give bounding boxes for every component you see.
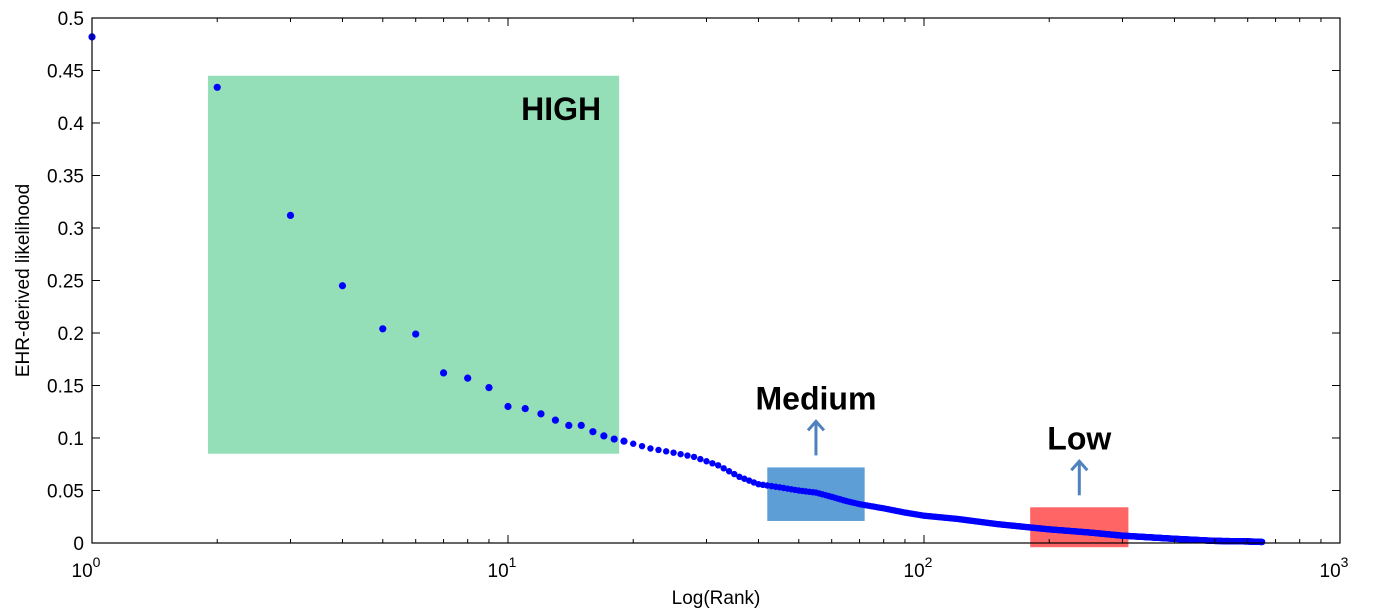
axis-ticks: 0 0.05 0.1 0.15 0.2 0.25 0.3 0.35 0.4 0.45 0.5 100 1… [47,9,1349,582]
y-tick-label: 0.5 [58,9,84,30]
data-point [684,452,691,459]
x-tick-label: 100 [72,554,101,582]
data-point [620,437,628,445]
data-point [720,465,727,472]
data-point [697,455,704,463]
y-tick-label: 0.15 [47,377,84,398]
data-point [670,449,677,456]
x-axis-label: Log(Rank) [672,588,761,609]
data-point [565,421,573,429]
data-point [630,440,637,447]
x-tick-label: 103 [1320,554,1349,582]
y-tick-label: 0.35 [47,167,84,188]
data-point [577,421,585,429]
data-point [504,402,512,411]
data-point [638,442,646,450]
data-point [662,448,670,455]
data-point [655,446,662,454]
data-point [537,410,545,418]
y-tick-label: 0.3 [58,219,84,240]
y-tick-label: 0.2 [58,324,84,345]
data-point [709,460,716,467]
data-point [412,330,420,338]
data-point [600,432,608,440]
data-point [439,369,448,377]
y-tick-label: 0.05 [47,482,84,503]
y-tick-label: 0.45 [47,62,84,83]
region-medium-arrowhead [806,419,826,432]
data-point [714,462,722,469]
y-tick-label: 0.1 [58,429,84,450]
data-point [703,458,710,465]
data-point [677,450,684,458]
data-point [741,475,748,482]
x-tick-label: 101 [488,554,517,582]
data-point [213,83,221,91]
data-point [690,453,698,461]
region-medium-label: Medium [756,380,877,416]
y-axis-label: EHR-derived likelihood [13,184,34,377]
data-point [736,473,743,481]
data-points [88,33,1266,546]
data-point [485,384,493,392]
x-tick-label: 102 [904,554,933,582]
region-high-box [207,75,620,454]
data-point [521,405,529,413]
region-labels: HIGH Medium Low [521,91,1111,496]
data-point [610,435,618,443]
y-tick-label: 0.25 [47,272,84,293]
region-low-label: Low [1047,420,1111,456]
region-high-label: HIGH [521,91,601,127]
data-point [731,470,738,478]
data-point [379,325,387,333]
data-point [464,374,472,382]
data-point [551,416,560,424]
data-point [647,445,654,452]
data-point [589,428,597,436]
y-tick-label: 0.4 [58,114,85,135]
data-point [1258,538,1266,546]
data-point [338,282,347,290]
data-point [725,468,733,475]
y-tick-label: 0 [73,534,84,555]
data-point [286,211,295,219]
region-low-arrowhead [1070,459,1089,472]
regions-layer [207,75,1129,548]
